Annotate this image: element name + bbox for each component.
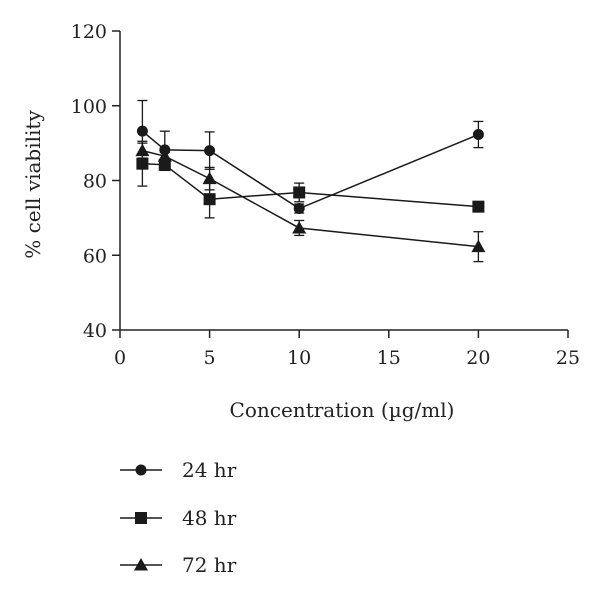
legend-label: 48 hr: [182, 506, 237, 530]
y-tick-label: 80: [83, 171, 107, 193]
data-point: [135, 143, 150, 157]
y-tick-label: 40: [83, 320, 107, 342]
y-tick-label: 60: [83, 245, 107, 267]
legend-label: 24 hr: [182, 458, 237, 482]
y-tick-label: 100: [71, 96, 107, 118]
data-point: [203, 193, 216, 206]
data-point: [471, 239, 486, 253]
legend-label: 72 hr: [182, 553, 237, 577]
series-48-hr: [136, 140, 485, 219]
y-ticks: 40 60 80 100 120: [71, 21, 120, 342]
x-tick-label: 15: [377, 347, 401, 369]
x-axis-title: Concentration (µg/ml): [230, 398, 455, 422]
x-tick-label: 10: [287, 347, 311, 369]
data-point: [293, 186, 306, 199]
data-point: [158, 158, 171, 171]
axes: 40 60 80 100 120 0 5 10 15 20 25: [71, 21, 580, 369]
data-point: [157, 149, 172, 162]
x-tick-label: 5: [204, 347, 216, 369]
legend-marker: [134, 558, 148, 571]
legend: 24 hr 48 hr 72 hr: [120, 458, 237, 577]
series-line: [142, 149, 479, 248]
data-point: [293, 203, 305, 215]
legend-item: 48 hr: [120, 506, 237, 530]
legend-marker: [135, 464, 147, 476]
legend-item: 24 hr: [120, 458, 237, 482]
series-72-hr: [135, 142, 486, 263]
legend-marker: [135, 512, 147, 524]
data-point: [136, 125, 148, 137]
legend-item: 72 hr: [120, 553, 237, 577]
data-point: [202, 171, 217, 185]
data-point: [472, 200, 485, 213]
x-tick-label: 25: [556, 347, 580, 369]
x-ticks: 0 5 10 15 20 25: [114, 330, 580, 369]
series-layer: [135, 99, 486, 263]
x-tick-label: 0: [114, 347, 126, 369]
y-tick-label: 120: [71, 21, 107, 43]
y-axis-title: % cell viability: [21, 110, 45, 259]
data-point: [472, 129, 484, 141]
data-point: [204, 145, 216, 157]
data-point: [292, 220, 307, 234]
x-tick-label: 20: [466, 347, 490, 369]
series-24-hr: [136, 99, 484, 215]
data-point: [136, 157, 149, 170]
